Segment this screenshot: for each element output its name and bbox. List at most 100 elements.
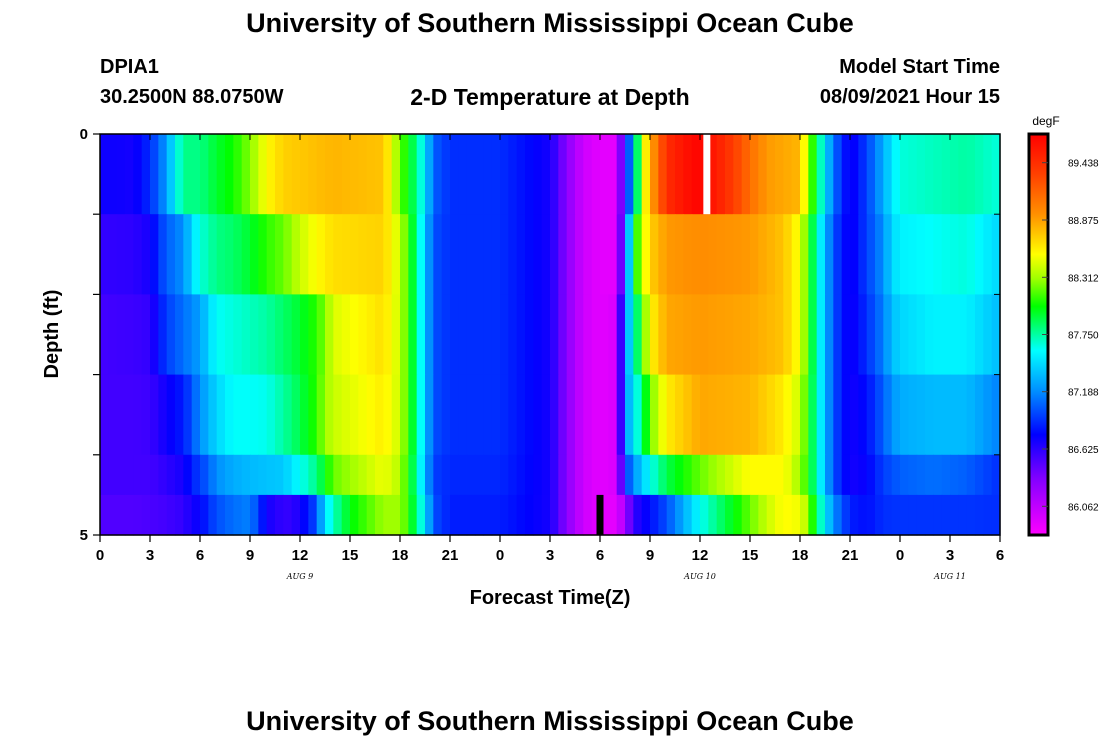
heatmap-cell (550, 294, 559, 376)
heatmap-cell (966, 374, 976, 456)
heatmap-cell (541, 374, 551, 456)
heatmap-cell (441, 454, 451, 496)
heatmap-cell (266, 374, 276, 456)
heatmap-cell (166, 454, 176, 496)
heatmap-cell (391, 134, 401, 215)
heatmap-cell (366, 374, 376, 456)
heatmap-cell (308, 134, 318, 215)
heatmap-cell (766, 454, 776, 496)
heatmap-cell (791, 294, 801, 376)
heatmap-cell (525, 134, 534, 215)
heatmap-cell (816, 214, 826, 295)
heatmap-cell (166, 134, 176, 215)
heatmap-cell (450, 294, 459, 376)
heatmap-cell (408, 494, 418, 536)
heatmap-cell (941, 294, 951, 376)
heatmap-cell (741, 134, 751, 215)
heatmap-cell (100, 294, 109, 376)
heatmap-cell (166, 494, 176, 536)
heatmap-cell (575, 294, 584, 376)
heatmap-cell (783, 134, 793, 215)
heatmap-cell (408, 294, 418, 376)
heatmap-cell (925, 494, 934, 536)
heatmap-cell (591, 134, 601, 215)
heatmap-cell (675, 294, 684, 376)
x-tick-label: 21 (842, 547, 859, 564)
heatmap-cell (766, 214, 776, 295)
heatmap-cell (425, 454, 434, 496)
heatmap-cell (491, 494, 501, 536)
heatmap-cell (341, 214, 351, 295)
heatmap-cell (866, 454, 876, 496)
heatmap-cell (333, 134, 343, 215)
heatmap-cell (616, 374, 626, 456)
heatmap-cell (775, 374, 784, 456)
heatmap-cell (716, 454, 726, 496)
heatmap-cell (150, 214, 159, 295)
heatmap-cell (658, 294, 668, 376)
heatmap-cell (758, 214, 768, 295)
heatmap-cell (375, 454, 384, 496)
heatmap-cell (700, 374, 709, 456)
heatmap-cell (391, 494, 401, 536)
heatmap-cell (541, 134, 551, 215)
heatmap-cell (741, 294, 751, 376)
heatmap-cell (125, 454, 134, 496)
heatmap-cell (666, 454, 676, 496)
heatmap-cell (550, 494, 559, 536)
heatmap-cell (141, 374, 151, 456)
heatmap-cell (950, 294, 959, 376)
heatmap-cell (808, 134, 818, 215)
heatmap-cell (666, 494, 676, 536)
heatmap-cell (216, 214, 226, 295)
heatmap-cell (325, 494, 334, 536)
heatmap-cell (983, 494, 993, 536)
heatmap-cell (500, 294, 509, 376)
heatmap-cell (708, 294, 718, 376)
heatmap-cell (441, 214, 451, 295)
heatmap-cell (250, 374, 259, 456)
heatmap-cell (108, 374, 118, 456)
heatmap-cell (325, 454, 334, 496)
heatmap-cell (591, 294, 601, 376)
heatmap-cell (350, 134, 359, 215)
heatmap-cell (266, 494, 276, 536)
heatmap-cell (616, 134, 626, 215)
x-tick-label: 3 (946, 547, 954, 564)
heatmap-cell (375, 494, 384, 536)
heatmap-cell (750, 494, 759, 536)
heatmap-cell (275, 294, 284, 376)
heatmap-cell (958, 214, 968, 295)
heatmap-cell (725, 454, 734, 496)
heatmap-cell (408, 214, 418, 295)
heatmap-cell (383, 454, 393, 496)
heatmap-cell (741, 494, 751, 536)
heatmap-cell (508, 494, 518, 536)
heatmap-cell (150, 454, 159, 496)
heatmap-cell (641, 134, 651, 215)
heatmap-cell (425, 494, 434, 536)
heatmap-cell (241, 214, 251, 295)
heatmap-cell (308, 294, 318, 376)
heatmap-cell (141, 294, 151, 376)
heatmap-cell (208, 494, 218, 536)
heatmap-cell (133, 214, 143, 295)
heatmap-cell (225, 214, 234, 295)
heatmap-cell (600, 294, 609, 376)
heatmap-cell (566, 214, 576, 295)
heatmap-cell (383, 494, 393, 536)
heatmap-cell (183, 294, 193, 376)
heatmap-cell (216, 494, 226, 536)
x-tick-label: 12 (692, 547, 709, 564)
heatmap-cell (925, 374, 934, 456)
heatmap-cell (733, 134, 743, 215)
heatmap-cell (741, 214, 751, 295)
y-axis-label: Depth (ft) (41, 290, 63, 379)
heatmap-cell (675, 494, 684, 536)
heatmap-cell (175, 494, 184, 536)
heatmap-cell (833, 214, 843, 295)
heatmap-cell (608, 134, 618, 215)
heatmap-cell (316, 214, 326, 295)
heatmap-cell (875, 374, 884, 456)
page-title: University of Southern Mississippi Ocean… (246, 8, 854, 38)
